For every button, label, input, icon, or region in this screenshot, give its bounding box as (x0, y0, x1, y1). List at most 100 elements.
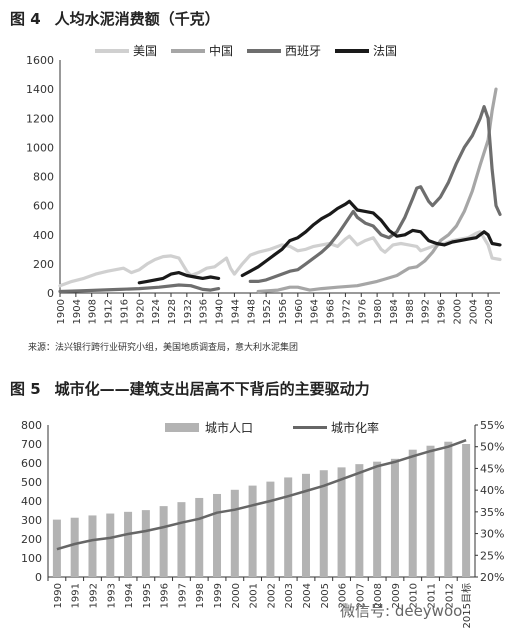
chart1-y-tick-label: 200 (33, 258, 54, 271)
chart2-x-tick-label: 2011 (427, 583, 438, 608)
chart1-x-tick-label: 1976 (357, 299, 368, 324)
chart2-legend-label: 城市化率 (331, 421, 380, 435)
chart2-left-tick-label: 100 (21, 552, 42, 565)
chart2-title: 图 5 城市化——建筑支出居高不下背后的主要驱动力 (10, 378, 370, 399)
chart1-x-tick-label: 1924 (151, 299, 162, 324)
chart2-bar (177, 502, 186, 577)
chart1-x-tick-label: 1900 (56, 299, 67, 324)
chart2-left-tick-label: 800 (21, 419, 42, 432)
chart1-x-tick-label: 1948 (246, 299, 257, 324)
chart2-x-tick-label: 2010 (409, 583, 420, 608)
chart1-series-1 (256, 87, 498, 294)
chart2-x-tick-label: 2007 (355, 583, 366, 608)
chart2-left-tick-label: 700 (21, 438, 42, 451)
chart1-series-line (256, 87, 498, 294)
chart1-legend: 美国 中国 西班牙 法国 (95, 42, 411, 59)
chart2-bar (266, 481, 275, 577)
chart1-x-tick-label: 2008 (484, 299, 495, 324)
chart2-legend-label: 城市人口 (205, 421, 254, 435)
chart2-bar (106, 513, 115, 577)
chart2-right-tick-label: 45% (480, 462, 504, 475)
chart2-legend-item: 城市人口 (165, 419, 253, 436)
chart2-x-tick-label: 1993 (106, 583, 117, 608)
chart2-x-tick-label: 2008 (373, 583, 384, 608)
chart1-x-tick-label: 1920 (135, 299, 146, 324)
chart1-legend-label: 美国 (133, 44, 158, 58)
chart1-series-line (248, 105, 502, 283)
chart1-x-tick-label: 1960 (294, 299, 305, 324)
chart1-plot: 0 200 400 600 800 1000 1200 1400 1600 1900 1904 190… (26, 54, 502, 324)
chart2-bar (319, 470, 328, 577)
chart1-x-tick-label: 1932 (183, 299, 194, 324)
chart1-y-tick-label: 400 (33, 229, 54, 242)
chart1-series-2 (58, 105, 502, 294)
chart2-legend-swatch (293, 426, 328, 429)
chart1-series-line (58, 283, 221, 294)
chart2-right-tick-label: 55% (480, 419, 504, 432)
chart2-bar (88, 515, 97, 577)
chart1-y-tick-label: 1200 (26, 112, 54, 125)
chart1-legend-item: 中国 (171, 42, 233, 59)
chart1-x-tick-label: 1992 (421, 299, 432, 324)
chart1-x-tick-label: 1904 (72, 299, 83, 324)
chart2-bar (390, 458, 399, 577)
chart2-right-tick-label: 30% (480, 528, 504, 541)
chart1-title: 图 4 人均水泥消费额（千克） (10, 8, 220, 29)
chart2-x-tick-label: 1994 (124, 583, 135, 608)
watermark: 微信号: deeywoo (340, 602, 463, 620)
chart1-y-tick-label: 800 (33, 171, 54, 184)
chart1-legend-item: 法国 (335, 42, 397, 59)
chart2-plot: 0 100 200 300 400 500 600 700 800 20% 25% 30% 35% 40%… (21, 419, 504, 628)
chart2-x-tick-label: 2003 (284, 583, 295, 608)
chart2-bar (426, 445, 435, 577)
chart2-bar (337, 467, 346, 577)
chart1-legend-swatch (335, 48, 370, 53)
chart2-x-tick-label: 2005 (320, 583, 331, 608)
chart1-series-line (240, 199, 502, 278)
chart2-bar (213, 493, 222, 577)
chart2-bar (70, 517, 79, 577)
chart2-bar (301, 473, 310, 577)
chart2-bar (284, 477, 293, 577)
chart1-y-tick-label: 1600 (26, 54, 54, 67)
chart1-x-tick-label: 1928 (167, 299, 178, 324)
chart1-legend-label: 西班牙 (285, 44, 322, 58)
chart1-y-tick-label: 1000 (26, 141, 54, 154)
chart1-x-tick-label: 1964 (310, 299, 321, 324)
chart2-bar (141, 510, 150, 577)
chart1-legend-label: 中国 (209, 44, 234, 58)
chart2-right-tick-label: 40% (480, 484, 504, 497)
chart2-bar (124, 511, 133, 577)
chart2-right-tick-label: 35% (480, 506, 504, 519)
chart1-y-tick-label: 600 (33, 200, 54, 213)
chart2-bar (462, 444, 471, 577)
chart2-left-tick-label: 600 (21, 457, 42, 470)
chart1-series-3 (137, 199, 502, 285)
chart1-x-tick-label: 1980 (373, 299, 384, 324)
chart1-x-tick-label: 1972 (341, 299, 352, 324)
chart1-x-tick-label: 1988 (405, 299, 416, 324)
chart1-x-tick-label: 1968 (326, 299, 337, 324)
chart1-source: 来源：法兴银行跨行业研究小组，美国地质调查局，意大利水泥集团 (28, 343, 299, 353)
chart2-x-tick-label: 2009 (391, 583, 402, 608)
chart2-bar (444, 441, 453, 577)
chart1-series-0 (58, 230, 502, 288)
chart1-legend-swatch (95, 48, 129, 53)
chart2-x-tick-label: 1991 (71, 583, 82, 608)
chart1-x-tick-label: 1952 (262, 299, 273, 324)
chart1-x-tick-label: 2000 (452, 299, 463, 324)
chart2-bar (159, 506, 168, 577)
chart2-left-tick-label: 200 (21, 533, 42, 546)
chart1-x-tick-label: 1956 (278, 299, 289, 324)
chart2-left-tick-label: 400 (21, 495, 42, 508)
chart1-x-tick-label: 1916 (119, 299, 130, 324)
chart1-legend-swatch (247, 48, 282, 53)
chart1-legend-swatch (171, 48, 206, 53)
chart1-x-tick-label: 2004 (468, 299, 479, 324)
chart2-x-tick-label: 2000 (231, 583, 242, 608)
chart2-x-tick-label: 1998 (195, 583, 206, 608)
chart2-left-tick-label: 0 (35, 571, 42, 584)
chart2-rate-line (56, 439, 467, 551)
chart2-fig-num: 图 5 (10, 380, 41, 398)
chart2-legend: 城市人口 城市化率 (165, 419, 419, 436)
